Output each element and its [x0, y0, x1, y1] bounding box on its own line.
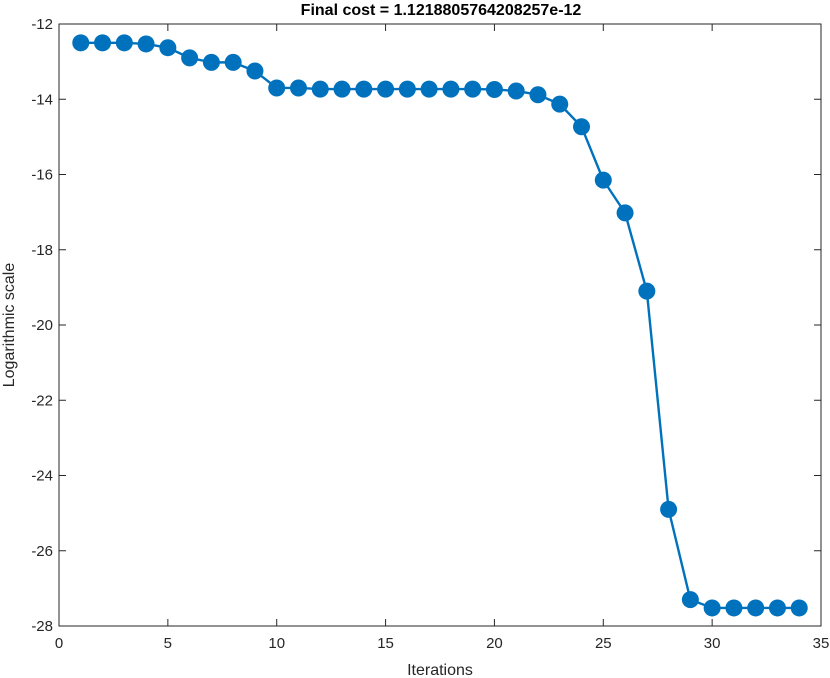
data-point [159, 39, 177, 57]
x-tick-label: 10 [268, 635, 285, 652]
data-point [703, 599, 721, 617]
x-tick-label: 0 [55, 635, 63, 652]
data-point [137, 35, 155, 53]
y-axis-title: Logarithmic scale [1, 263, 18, 388]
data-point [115, 34, 133, 52]
data-point [747, 599, 765, 617]
data-point [681, 591, 699, 609]
y-tick-label: -20 [31, 317, 53, 334]
data-point [289, 79, 307, 97]
data-point [355, 80, 373, 98]
y-tick-label: -28 [31, 618, 53, 635]
x-tick-label: 30 [704, 635, 721, 652]
data-point [507, 82, 525, 100]
data-point [485, 80, 503, 98]
chart-title: Final cost = 1.1218805764208257e-12 [301, 2, 582, 19]
data-point [464, 80, 482, 98]
data-point [181, 49, 199, 67]
y-axis: -12 -14 -16 -18 -20 -22 -24 -26 -28 [31, 16, 821, 635]
data-point [442, 80, 460, 98]
data-point [573, 118, 591, 136]
x-tick-label: 5 [164, 635, 172, 652]
y-tick-label: -18 [31, 242, 53, 259]
y-tick-label: -24 [31, 468, 53, 485]
series-markers [72, 34, 808, 617]
data-point [94, 34, 112, 52]
x-tick-label: 25 [595, 635, 612, 652]
x-tick-label: 15 [377, 635, 394, 652]
y-tick-label: -12 [31, 16, 53, 33]
data-point [660, 500, 678, 518]
x-axis-title: Iterations [407, 662, 473, 678]
data-point [398, 80, 416, 98]
y-tick-label: -16 [31, 167, 53, 184]
data-point [224, 53, 242, 71]
series-line [80, 41, 800, 610]
data-point [551, 95, 569, 113]
data-point [616, 204, 634, 222]
y-tick-label: -22 [31, 392, 53, 409]
y-tick-label: -26 [31, 543, 53, 560]
data-point [268, 79, 286, 97]
data-point [768, 599, 786, 617]
y-tick-label: -14 [31, 91, 53, 108]
data-point [725, 599, 743, 617]
data-point [377, 80, 395, 98]
x-tick-label: 20 [486, 635, 503, 652]
x-tick-label: 35 [813, 635, 830, 652]
data-point [246, 62, 264, 80]
data-point [594, 171, 612, 189]
data-point [333, 80, 351, 98]
data-point [72, 34, 90, 52]
data-point [529, 86, 547, 104]
data-point [311, 80, 329, 98]
data-point [202, 53, 220, 71]
data-point [790, 599, 808, 617]
data-point [420, 80, 438, 98]
x-axis: 0 5 10 15 20 25 30 35 [55, 24, 830, 652]
data-point [638, 282, 656, 300]
